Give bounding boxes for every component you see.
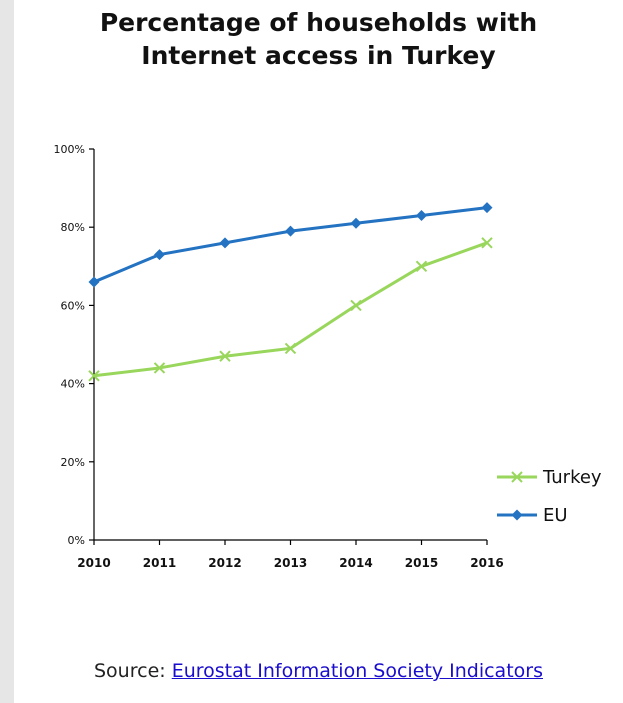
data-point-turkey	[153, 362, 166, 374]
data-point-eu	[285, 225, 296, 237]
data-point-eu	[154, 249, 165, 261]
legend-label-turkey: Turkey	[542, 467, 602, 488]
legend-label-eu: EU	[543, 505, 568, 526]
source-label: Source:	[94, 660, 166, 682]
legend-marker-turkey	[511, 471, 523, 483]
x-tick-label: 2015	[405, 556, 438, 570]
source-link[interactable]: Eurostat Information Society Indicators	[171, 660, 543, 682]
series-line-eu	[93, 206, 488, 284]
chart-panel	[14, 0, 623, 703]
data-point-eu	[219, 237, 231, 249]
data-point-turkey	[415, 260, 428, 273]
data-point-turkey	[219, 350, 231, 362]
data-point-turkey	[88, 370, 100, 382]
data-point-turkey	[350, 299, 362, 312]
data-point-turkey	[481, 237, 493, 249]
y-tick-label: 100%	[54, 143, 85, 156]
x-tick-label: 2011	[143, 556, 176, 570]
y-tick-label: 60%	[61, 299, 85, 312]
y-tick-label: 40%	[61, 378, 85, 391]
data-point-eu	[416, 209, 427, 221]
x-tick-label: 2010	[77, 556, 110, 570]
data-point-eu	[88, 276, 100, 288]
legend-marker-eu	[511, 509, 523, 521]
data-point-eu	[350, 217, 362, 229]
y-tick-label: 80%	[61, 221, 85, 234]
y-tick-label: 20%	[61, 456, 85, 469]
chart-title: Percentage of households with Internet a…	[14, 6, 623, 72]
x-tick-label: 2014	[339, 556, 372, 570]
data-point-eu	[481, 202, 493, 214]
source-line: Source: Eurostat Information Society Ind…	[14, 660, 623, 682]
series-line-turkey	[93, 241, 488, 378]
x-tick-label: 2016	[470, 556, 503, 570]
chart-title-line-1: Percentage of households with	[99, 8, 538, 37]
x-tick-label: 2012	[208, 556, 241, 570]
y-tick-label: 0%	[68, 534, 85, 547]
data-point-turkey	[284, 342, 297, 355]
chart-title-line-2: Internet access in Turkey	[141, 41, 496, 70]
x-tick-label: 2013	[274, 556, 307, 570]
